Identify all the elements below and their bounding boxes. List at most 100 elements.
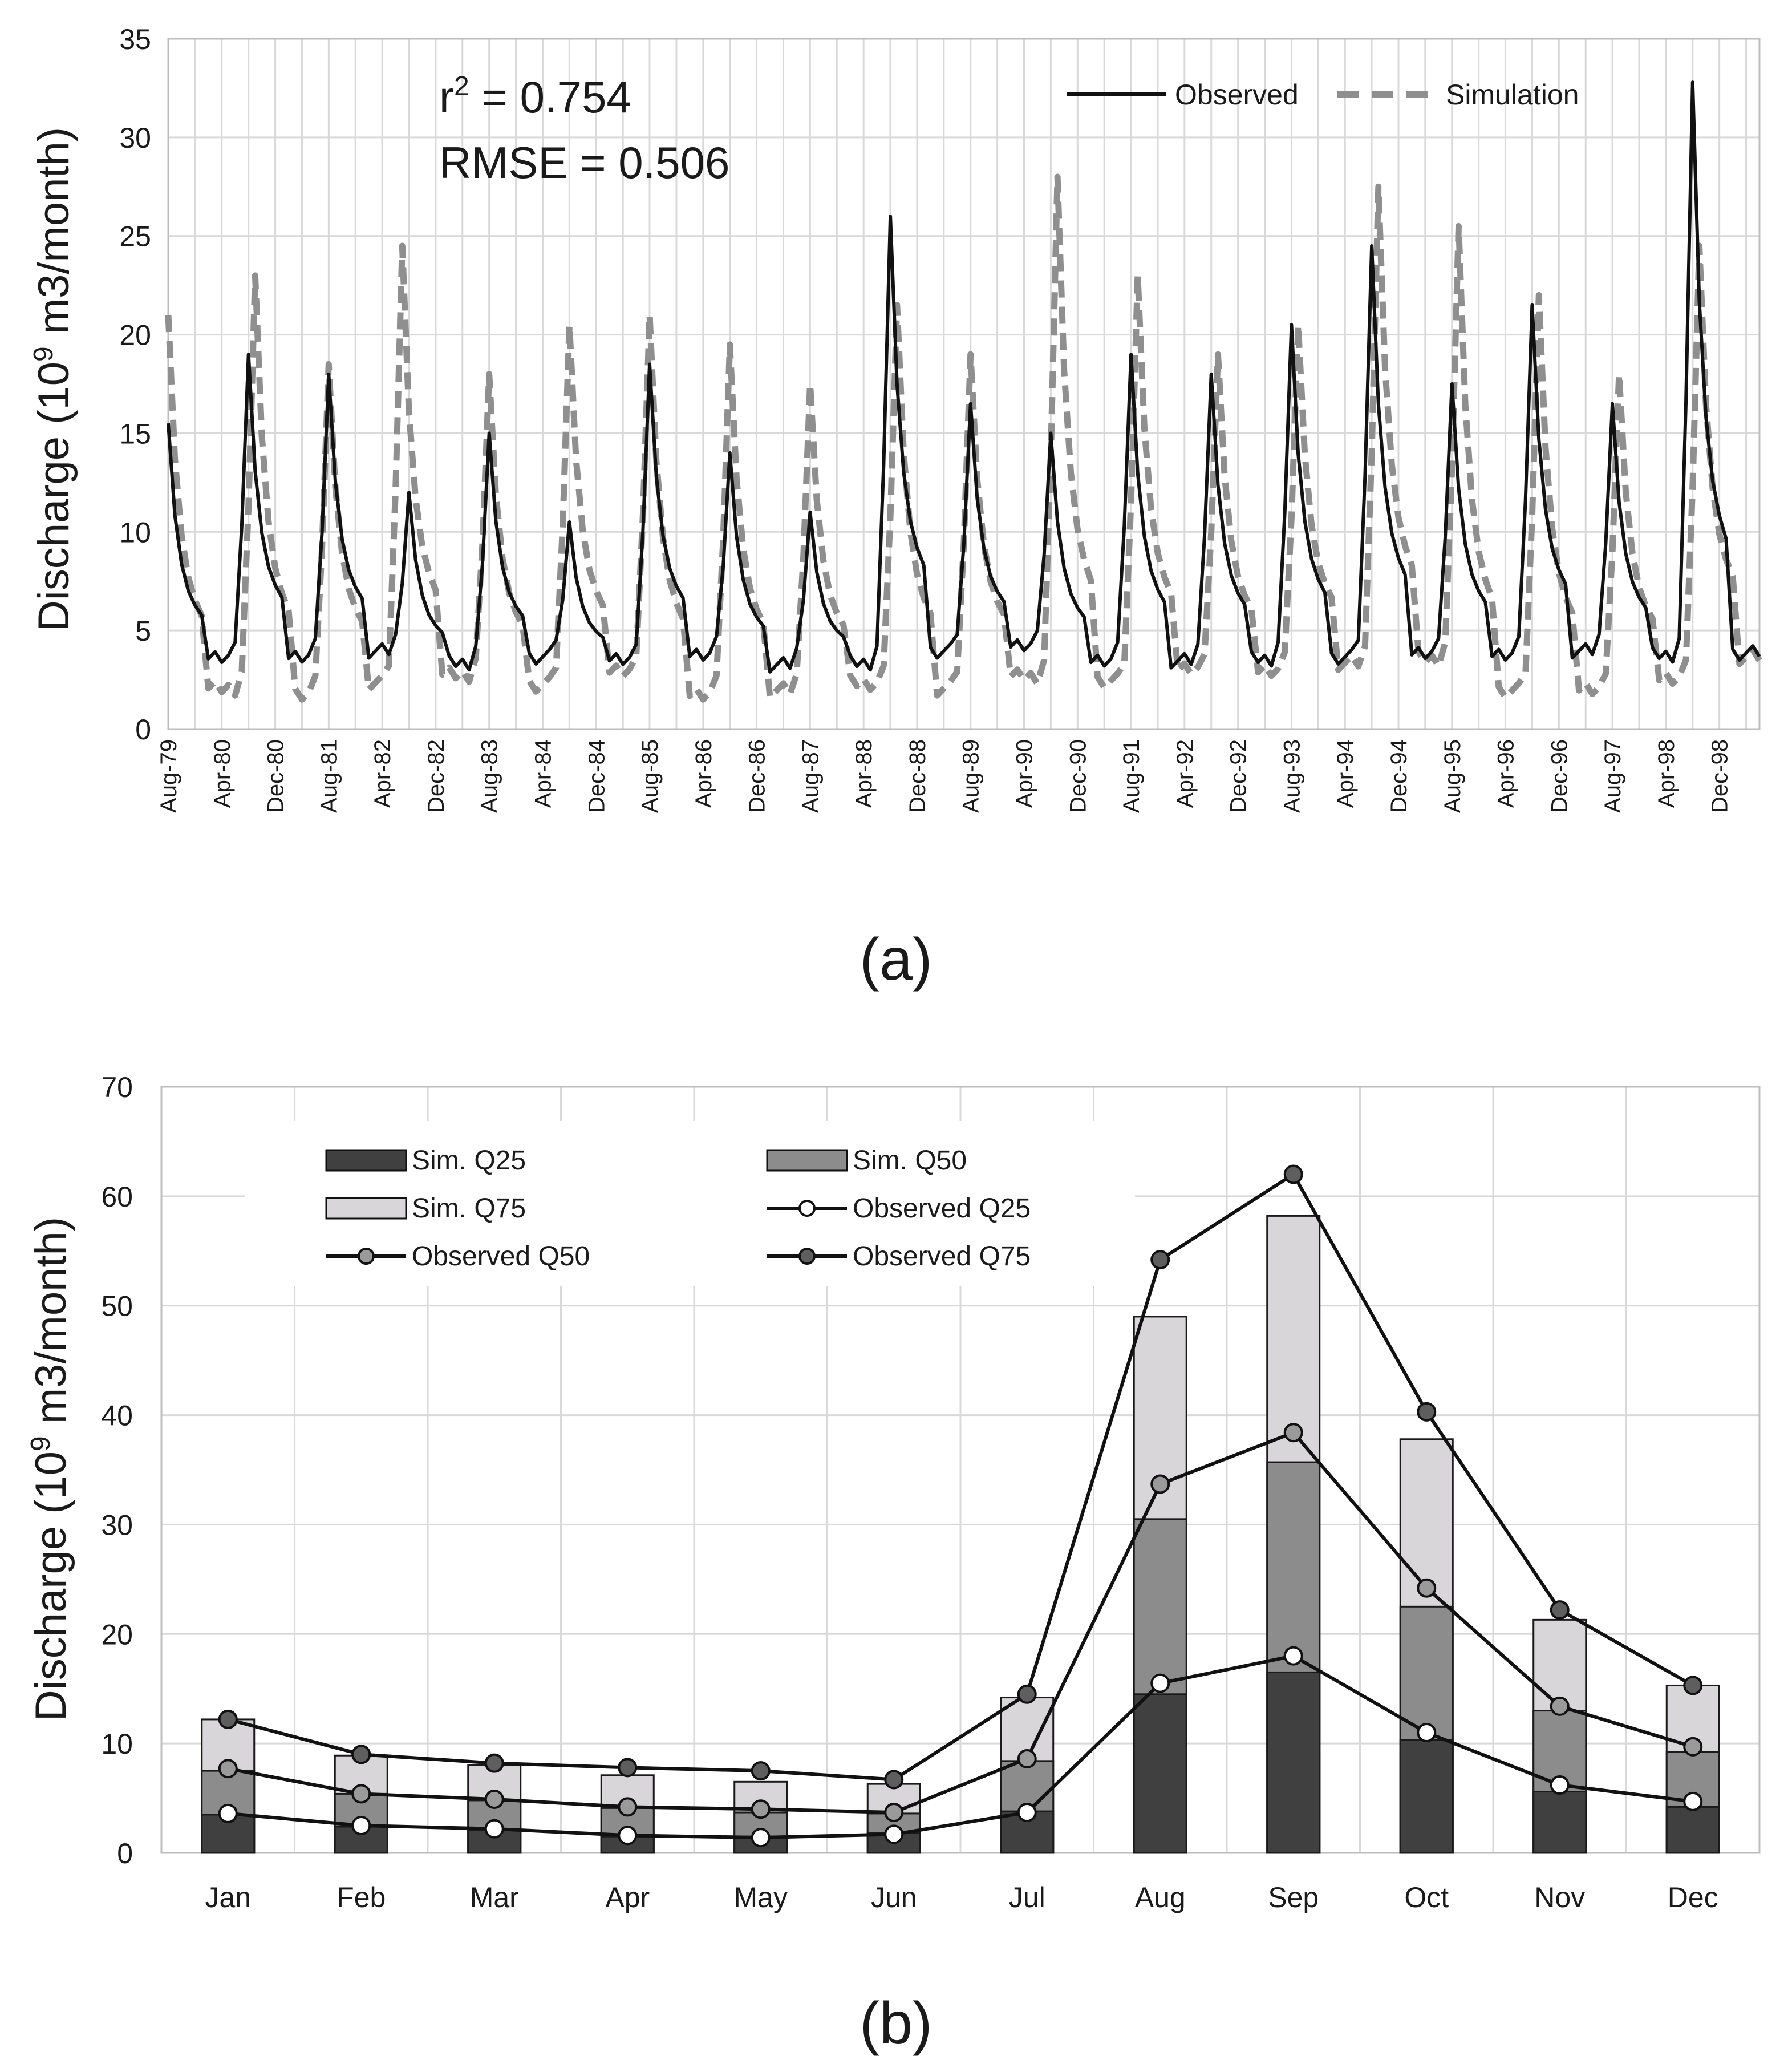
observed-q25-marker [884, 1824, 904, 1844]
a-y-tick-label: 15 [119, 418, 151, 450]
legend-observed-q25-label: Observed Q25 [853, 1193, 1031, 1224]
a-x-tick-label: Aug-91 [1119, 739, 1144, 813]
observed-q50-marker [1417, 1578, 1437, 1598]
a-x-tick-label: Apr-84 [530, 739, 556, 808]
observed-q75-marker [351, 1745, 371, 1764]
observed-q75-line [228, 1172, 1694, 1782]
b-y-tick-label: 60 [101, 1181, 133, 1213]
panel-a-plot-frame [167, 38, 1761, 730]
a-x-tick-label: Aug-81 [317, 739, 342, 813]
panel-b-label: (b) [859, 1990, 932, 2057]
observed-q25-marker [1017, 1803, 1037, 1823]
observed-series-line [167, 80, 1761, 674]
b-x-tick-label: Oct [1404, 1881, 1449, 1913]
observed-q50-marker [1550, 1696, 1570, 1716]
a-x-tick-label: Dec-94 [1386, 739, 1412, 813]
panel-b-legend: Sim. Q25 Sim. Q50 Sim. Q75 Observed Q25 … [245, 1121, 1135, 1286]
a-x-tick-label: Apr-92 [1173, 739, 1198, 808]
a-x-tick-label: Aug-83 [477, 739, 502, 813]
observed-q75-marker [484, 1753, 504, 1773]
observed-q25-marker [1683, 1791, 1703, 1811]
a-x-tick-label: Apr-94 [1333, 739, 1358, 808]
a-y-tick-label: 20 [119, 319, 151, 351]
panel-b-observed-lines [218, 1164, 1703, 1848]
sim-q25-bar [1399, 1739, 1454, 1854]
observed-q50-marker [1683, 1737, 1703, 1757]
panel-b-x-tick-labels: Jan Feb Mar Apr May Jun Jul Aug Sep Oct Nov Dec [205, 1881, 1718, 1913]
b-y-tick-label: 70 [101, 1071, 133, 1103]
b-x-tick-label: Apr [605, 1881, 650, 1913]
legend-sim-q25-swatch [325, 1149, 407, 1172]
a-x-tick-label: Dec-82 [424, 739, 449, 813]
legend-sim-q75-swatch [325, 1197, 407, 1220]
panel-b-y-axis-label: Discharge (109 m3/month) [26, 1217, 75, 1721]
legend-sim-q50-label: Sim. Q50 [853, 1146, 967, 1176]
panel-a-y-axis-label: Discharge (109 m3/month) [29, 127, 78, 632]
a-x-tick-label: Apr-86 [691, 739, 716, 808]
a-x-tick-label: Apr-82 [370, 739, 395, 808]
observed-q25-line [228, 1654, 1693, 1840]
b-x-tick-label: May [734, 1881, 788, 1913]
panel-b-plot-frame [160, 1086, 1761, 1854]
observed-q50-marker [1283, 1423, 1303, 1443]
a-y-tick-label: 35 [119, 23, 151, 55]
a-x-tick-label: Dec-96 [1547, 739, 1572, 813]
observed-q75-marker [1017, 1684, 1037, 1704]
legend-simulation-label: Simulation [1446, 79, 1579, 111]
legend-sim-q50-swatch [766, 1149, 848, 1172]
observed-q50-marker [751, 1799, 771, 1819]
legend-observed-q25-marker [798, 1200, 816, 1217]
a-x-tick-label: Aug-95 [1440, 739, 1465, 813]
panel-a-y-tick-labels: 0 5 10 15 20 25 30 35 [119, 23, 151, 746]
a-x-tick-label: Aug-93 [1279, 739, 1304, 813]
observed-q50-line [228, 1431, 1694, 1814]
b-x-tick-label: Mar [470, 1881, 519, 1913]
observed-q25-marker [351, 1816, 371, 1836]
observed-q50-marker [484, 1789, 504, 1809]
b-y-tick-label: 50 [101, 1290, 133, 1322]
legend-observed-q75-marker [798, 1248, 816, 1265]
panel-b-monthly-quantile-chart: 0 10 20 30 40 50 60 70 Jan Feb Mar Apr May Jun Jul Aug… [26, 1071, 1761, 2057]
a-x-tick-label: Aug-79 [156, 739, 181, 813]
observed-q25-marker [484, 1819, 504, 1839]
a-x-tick-label: Apr-98 [1654, 739, 1679, 808]
observed-q25-marker [1283, 1646, 1303, 1666]
b-x-tick-label: Jul [1009, 1881, 1045, 1913]
a-x-tick-label: Dec-90 [1065, 739, 1090, 813]
observed-q50-marker [1017, 1749, 1037, 1769]
a-y-tick-label: 0 [135, 714, 151, 746]
panel-b-y-tick-labels: 0 10 20 30 40 50 60 70 [101, 1071, 133, 1869]
observed-q75-marker [618, 1758, 638, 1778]
panel-a-label: (a) [859, 926, 932, 993]
observed-q25-marker [618, 1826, 638, 1846]
a-x-tick-label: Apr-88 [852, 739, 877, 808]
observed-q50-marker [884, 1803, 904, 1823]
b-y-tick-label: 10 [101, 1728, 133, 1760]
observed-q50-marker [1150, 1474, 1170, 1494]
b-x-tick-label: Sep [1268, 1881, 1319, 1913]
b-x-tick-label: Nov [1534, 1881, 1585, 1913]
a-x-tick-label: Apr-80 [210, 739, 235, 808]
sim-q25-bar [1266, 1671, 1321, 1854]
b-y-tick-label: 40 [101, 1400, 133, 1432]
observed-q75-marker [1683, 1676, 1703, 1695]
legend-observed-q75-label: Observed Q75 [853, 1241, 1031, 1272]
legend-observed-q50-label: Observed Q50 [412, 1241, 590, 1272]
legend-observed-q50-marker [358, 1248, 375, 1265]
a-x-tick-label: Aug-89 [959, 739, 984, 813]
a-y-tick-label: 5 [135, 615, 151, 647]
a-x-tick-label: Dec-84 [584, 739, 609, 813]
a-y-tick-label: 10 [119, 516, 151, 548]
observed-q75-marker [1283, 1164, 1303, 1184]
observed-q50-marker [351, 1784, 371, 1804]
r-squared-annotation: r2 = 0.754 [439, 71, 631, 122]
b-x-tick-label: Feb [336, 1881, 386, 1913]
panel-a-legend: Observed Simulation [1067, 79, 1579, 111]
observed-q75-marker [1417, 1402, 1437, 1422]
a-x-tick-label: Dec-86 [745, 739, 770, 813]
b-y-tick-label: 20 [101, 1618, 133, 1650]
panel-a-series-layer [165, 80, 1762, 703]
observed-q75-marker [1150, 1250, 1170, 1270]
legend-sim-q25-label: Sim. Q25 [412, 1146, 526, 1176]
